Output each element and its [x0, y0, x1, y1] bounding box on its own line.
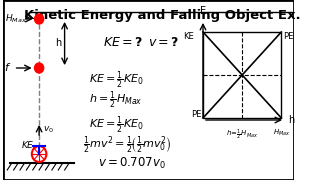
- Text: $h = \frac{1}{2}H_{Max}$: $h = \frac{1}{2}H_{Max}$: [89, 89, 143, 111]
- Text: f: f: [4, 63, 8, 73]
- Text: Kinetic Energy and Falling Object Ex.: Kinetic Energy and Falling Object Ex.: [24, 9, 300, 22]
- Text: h: h: [55, 38, 61, 48]
- Text: KE: KE: [183, 31, 194, 40]
- Text: $H_{Max}$: $H_{Max}$: [4, 13, 27, 25]
- Text: $h\!=\!\frac{1}{2}H_{Max}$: $h\!=\!\frac{1}{2}H_{Max}$: [226, 128, 258, 142]
- Circle shape: [35, 63, 44, 73]
- Text: h: h: [288, 115, 294, 125]
- Text: $v = 0.707v_0$: $v = 0.707v_0$: [98, 156, 166, 171]
- Text: $v = \mathbf{?}$: $v = \mathbf{?}$: [148, 35, 180, 48]
- Text: $v_0$: $v_0$: [43, 125, 54, 135]
- Text: $KE = \mathbf{?}$: $KE = \mathbf{?}$: [103, 35, 143, 48]
- Text: E: E: [200, 6, 206, 16]
- Bar: [203, 32, 281, 118]
- Text: PE: PE: [283, 31, 293, 40]
- Text: $H_{Max}$: $H_{Max}$: [273, 128, 290, 138]
- Circle shape: [35, 14, 44, 24]
- Text: PE: PE: [191, 109, 201, 118]
- Text: $KE = \frac{1}{2}KE_0$: $KE = \frac{1}{2}KE_0$: [89, 69, 144, 91]
- Text: $KE_0$: $KE_0$: [21, 140, 38, 152]
- Text: $KE = \frac{1}{2}KE_0$: $KE = \frac{1}{2}KE_0$: [89, 114, 144, 136]
- Text: $\frac{1}{2}mv^2 = \frac{1}{2}\!\left(\frac{1}{2}mv_0^2\right)$: $\frac{1}{2}mv^2 = \frac{1}{2}\!\left(\f…: [83, 134, 171, 156]
